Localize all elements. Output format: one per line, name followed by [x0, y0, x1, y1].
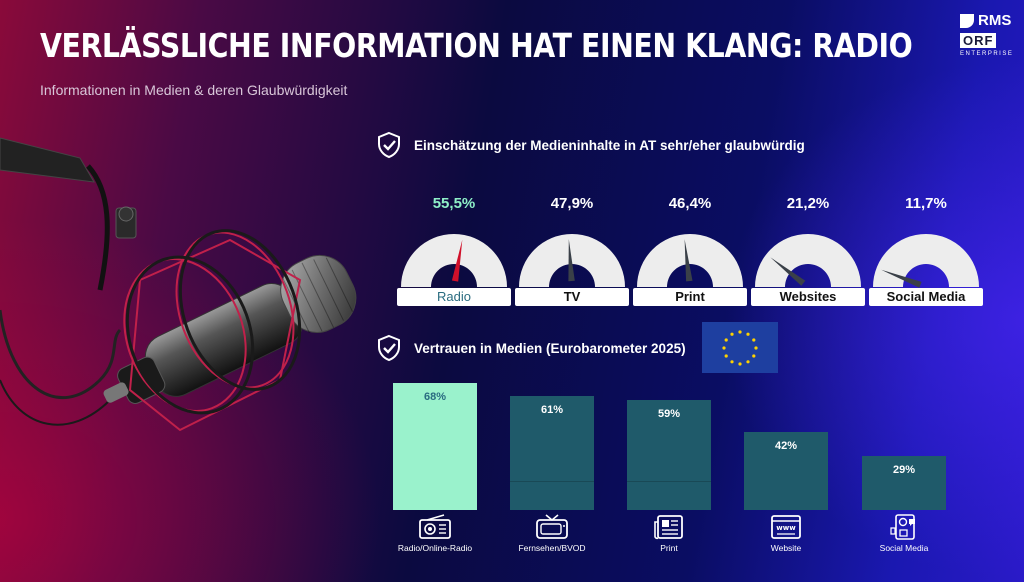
- bar-section-title: Vertrauen in Medien (Eurobarometer 2025): [414, 340, 686, 356]
- gauge-label: Social Media: [869, 288, 983, 306]
- gauge-value: 55,5%: [432, 195, 476, 212]
- svg-text:www: www: [776, 524, 796, 532]
- bar-value-label: 42%: [774, 439, 798, 452]
- gauge-social-media: 11,7% Social Media: [867, 195, 985, 306]
- gauge-value: 21,2%: [786, 195, 830, 212]
- newspaper-icon: [654, 515, 683, 540]
- logo-enterprise-text: ENTERPRISE: [960, 51, 1014, 57]
- tv-icon: [536, 514, 568, 539]
- bar-radio: 68%: [393, 383, 477, 510]
- category-label: Social Media: [879, 543, 929, 553]
- gauge-tv: 47,9% TV: [513, 195, 631, 306]
- category-label: Print: [660, 543, 678, 553]
- gauge-needle: [881, 269, 922, 288]
- gauge-value: 11,7%: [905, 195, 947, 212]
- gauge-dial: [401, 234, 507, 287]
- trust-bar-chart: 68% 61% 59% 42% 29%: [380, 378, 980, 510]
- category-label: Fernsehen/BVOD: [518, 543, 586, 553]
- gauge-dial: [873, 234, 979, 288]
- category-label: Radio/Online-Radio: [397, 543, 473, 553]
- gauge-needle: [451, 239, 463, 282]
- gauge-needle: [770, 257, 806, 286]
- radio-icon: [419, 514, 451, 539]
- gauge-section-heading: Einschätzung der Medieninhalte in AT seh…: [376, 131, 805, 159]
- bar-value-label: 61%: [540, 404, 564, 417]
- category-print: Print: [614, 514, 724, 553]
- gauge-dial: [519, 234, 625, 287]
- bar-categories: Radio/Online-Radio Fernsehen/BVOD Print …: [380, 514, 1000, 564]
- gauge-label: Print: [633, 288, 747, 306]
- eu-flag-icon: [702, 322, 778, 373]
- category-tv: Fernsehen/BVOD: [497, 514, 607, 553]
- gauge-needle: [568, 239, 575, 282]
- rms-orf-logo: RMS ORF ENTERPRISE: [960, 12, 1016, 57]
- bar-value-label: 59%: [657, 407, 681, 420]
- website-icon: www: [771, 515, 801, 539]
- credibility-gauges: 55,5% Radio 47,9% TV 46,4% Print 21,2% W…: [395, 195, 995, 306]
- gauge-needle: [684, 239, 693, 282]
- bar-print: 59%: [627, 399, 711, 510]
- gauge-label: Websites: [751, 288, 865, 306]
- gauge-dial: [637, 234, 743, 287]
- category-social-media: Social Media: [849, 514, 959, 553]
- gauge-value: 47,9%: [550, 195, 594, 212]
- logo-rms-text: RMS: [978, 12, 1012, 29]
- shield-check-icon: [378, 334, 400, 362]
- gauge-label: Radio: [397, 288, 511, 306]
- category-label: Website: [770, 543, 802, 553]
- category-radio: Radio/Online-Radio: [380, 514, 490, 553]
- bar-section-heading: Vertrauen in Medien (Eurobarometer 2025): [376, 334, 686, 362]
- social-media-icon: [890, 514, 915, 540]
- bar-value-label: 29%: [892, 463, 916, 476]
- microphone-illustration: [0, 137, 357, 432]
- bar-website: 42%: [744, 431, 828, 510]
- shield-check-icon: [378, 131, 400, 159]
- gauge-value: 46,4%: [668, 195, 712, 212]
- page-title: VERLÄSSLICHE INFORMATION HAT EINEN KLANG…: [40, 26, 913, 65]
- gauge-radio: 55,5% Radio: [395, 195, 513, 306]
- category-website: www Website: [731, 514, 841, 553]
- gauge-print: 46,4% Print: [631, 195, 749, 306]
- gauge-dial: [755, 234, 861, 287]
- gauge-section-title: Einschätzung der Medieninhalte in AT seh…: [414, 137, 805, 153]
- page-subtitle: Informationen in Medien & deren Glaubwür…: [40, 82, 348, 98]
- logo-orf-text: ORF: [960, 33, 997, 48]
- bar-social-media: 29%: [862, 455, 946, 510]
- gauge-websites: 21,2% Websites: [749, 195, 867, 306]
- bar-value-label: 68%: [423, 391, 447, 403]
- bar-tv: 61%: [510, 396, 594, 510]
- gauge-label: TV: [515, 288, 629, 306]
